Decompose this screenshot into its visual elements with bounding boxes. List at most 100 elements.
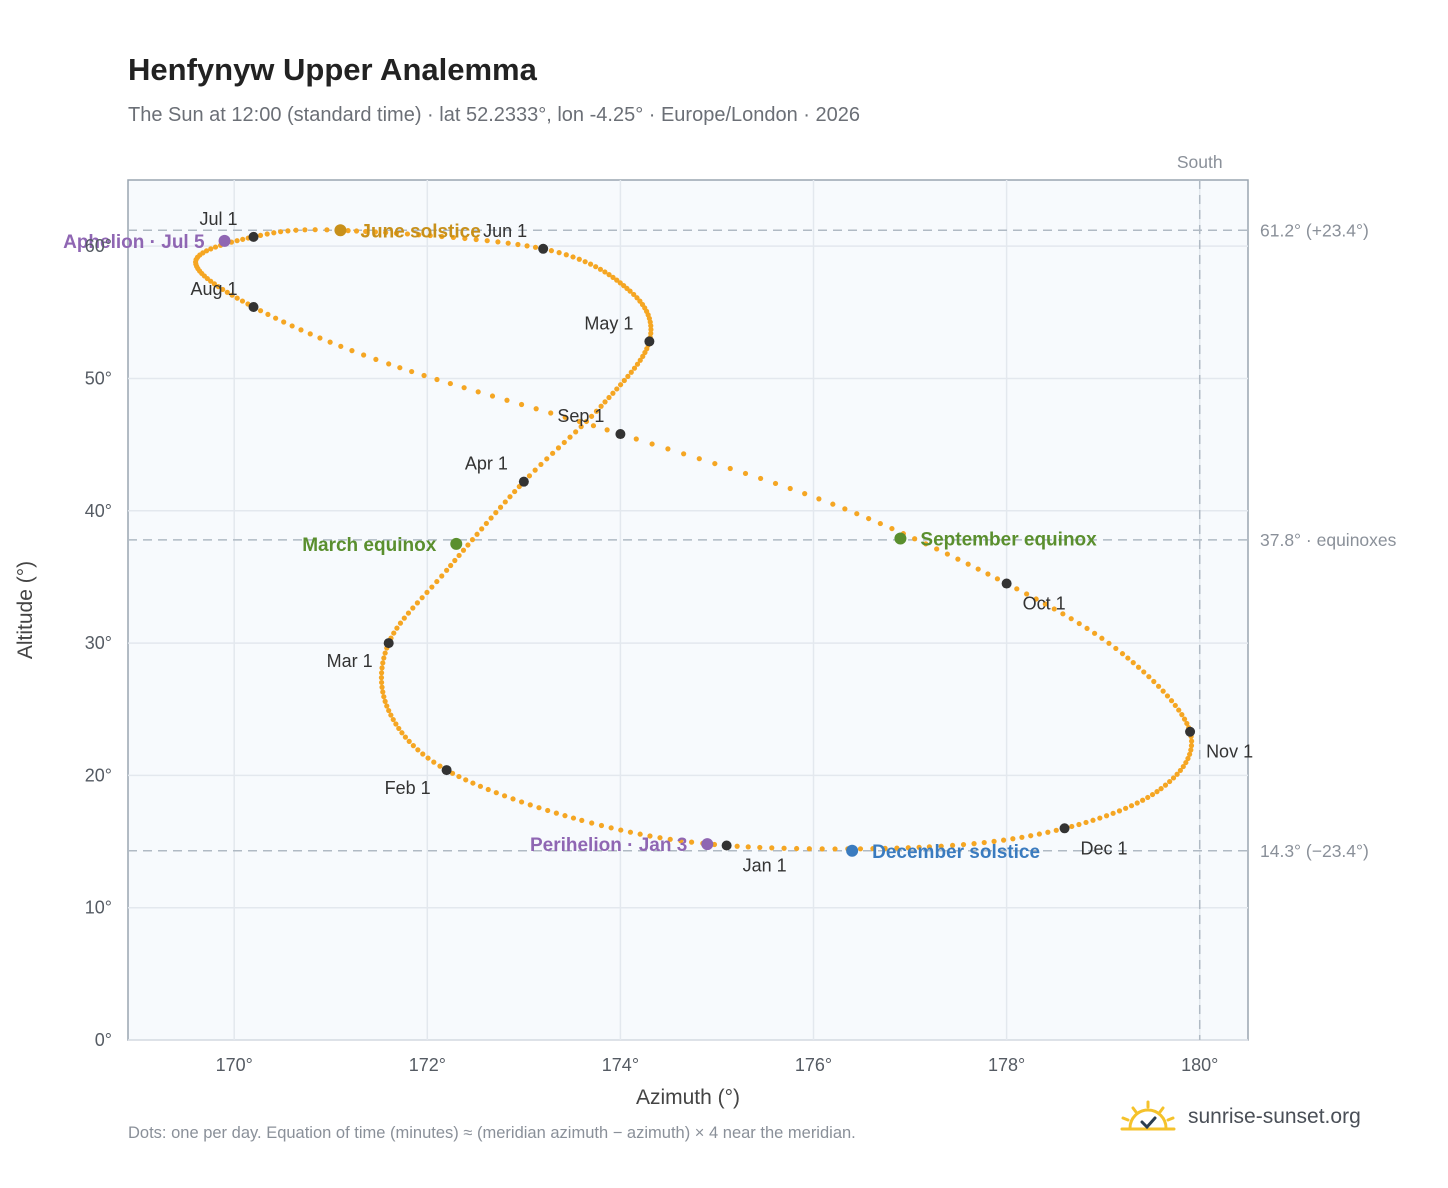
day-dot	[548, 410, 554, 416]
day-dot	[576, 418, 583, 425]
month-label: Jun 1	[483, 221, 527, 241]
day-dot	[1076, 620, 1082, 627]
day-dot	[386, 361, 392, 367]
day-dot	[397, 620, 404, 626]
day-dot	[1119, 651, 1126, 657]
plot-area	[127, 179, 1249, 1041]
day-dot	[742, 470, 749, 477]
day-dot	[960, 841, 967, 848]
day-dot	[916, 844, 922, 850]
day-dot	[378, 679, 385, 686]
event-label: December solstice	[872, 842, 1040, 863]
day-dot	[583, 418, 590, 425]
day-dot	[923, 541, 929, 547]
day-dot	[489, 393, 496, 399]
day-dot	[312, 227, 318, 233]
day-dot	[264, 231, 270, 237]
day-dot	[567, 434, 573, 440]
day-dot	[593, 408, 600, 414]
day-dot	[562, 414, 568, 420]
event-label: September equinox	[920, 530, 1097, 551]
day-dot	[1188, 747, 1194, 753]
day-dot	[758, 475, 764, 482]
brand-name[interactable]: sunrise-sunset.org	[1188, 1105, 1361, 1128]
day-dot	[606, 272, 612, 278]
month-marker	[383, 638, 394, 649]
day-dot	[627, 829, 634, 835]
reference-lines: 61.2° (+23.4°) 37.8° · equinoxes 14.3° (−2…	[128, 152, 1397, 1040]
day-dot	[1167, 778, 1173, 785]
day-dot	[1024, 591, 1030, 597]
day-dot	[532, 467, 538, 473]
day-dot	[501, 793, 508, 799]
day-dot	[379, 665, 385, 671]
event-label: Perihelion · Jan 3	[530, 835, 687, 856]
day-dot	[649, 441, 655, 447]
day-dot	[637, 357, 643, 363]
month-label: Dec 1	[1081, 838, 1128, 858]
day-dot	[1125, 655, 1131, 661]
day-dot	[579, 817, 585, 823]
reference-line-label: 61.2° (+23.4°)	[1260, 220, 1369, 240]
day-dot	[421, 372, 427, 379]
day-dot	[593, 264, 599, 270]
day-dot	[877, 520, 883, 527]
day-dot	[1154, 789, 1160, 795]
day-dot	[469, 537, 476, 543]
day-dot	[570, 815, 577, 821]
day-dot	[1097, 815, 1103, 821]
y-axis-label: Altitude (°)	[14, 561, 37, 659]
day-dot	[456, 773, 462, 780]
day-dot	[473, 236, 479, 243]
day-dot	[1177, 767, 1183, 774]
day-dot	[905, 845, 911, 851]
day-dot	[610, 274, 616, 280]
day-dot	[1116, 808, 1123, 814]
day-dot	[507, 494, 513, 500]
day-dot	[830, 501, 836, 507]
day-dot	[1145, 794, 1151, 801]
day-dot	[745, 844, 751, 850]
day-dot	[832, 846, 838, 852]
x-tick-label: 176°	[795, 1055, 832, 1075]
day-dot	[393, 230, 399, 236]
day-dot	[634, 295, 640, 301]
day-dot	[633, 436, 639, 442]
day-dot	[802, 491, 808, 497]
day-dot	[293, 227, 299, 233]
day-dot	[1151, 678, 1157, 685]
day-dot	[1184, 720, 1190, 727]
day-dot	[533, 406, 539, 412]
sun-logo-icon	[1120, 1100, 1176, 1131]
day-dot	[769, 845, 775, 851]
day-dot	[382, 698, 388, 704]
day-dot	[1174, 771, 1180, 777]
day-dot	[934, 546, 940, 552]
day-dot	[429, 584, 435, 590]
day-dot	[1113, 645, 1119, 652]
day-dot	[416, 232, 422, 238]
month-label: Jan 1	[743, 856, 787, 876]
day-dot	[712, 460, 718, 467]
day-dot	[419, 595, 425, 601]
chart-subtitle: The Sun at 12:00 (standard time) · lat 5…	[128, 104, 861, 126]
brand[interactable]: sunrise-sunset.org	[1120, 1100, 1361, 1134]
day-dot	[975, 566, 981, 572]
day-dot	[582, 259, 588, 265]
event-marker	[701, 838, 714, 851]
day-dot	[317, 335, 323, 341]
day-dot	[781, 845, 787, 851]
day-dot	[544, 456, 550, 462]
day-dot	[298, 327, 304, 333]
day-dot	[640, 353, 646, 359]
day-dot	[493, 790, 499, 796]
day-dot	[524, 243, 530, 249]
event-marker	[450, 537, 463, 550]
meridian-label: South	[1177, 152, 1223, 172]
day-dot	[1036, 831, 1042, 837]
day-dot	[386, 707, 392, 714]
day-dot	[394, 625, 400, 631]
day-dot	[617, 382, 624, 388]
day-dot	[278, 229, 284, 235]
day-dot	[349, 348, 355, 354]
